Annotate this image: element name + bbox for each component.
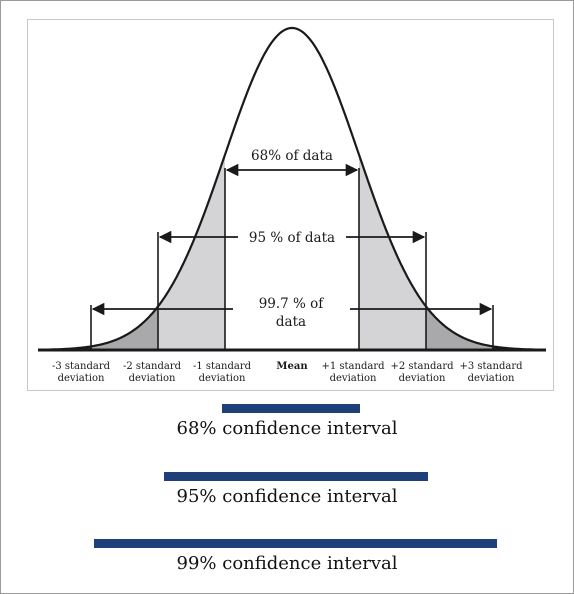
axis-label-minus3-line1: -3 standard: [52, 361, 111, 372]
axis-label-minus1-line1: -1 standard: [193, 361, 252, 372]
bell-curve: [37, 26, 547, 351]
axis-label-plus2-line1: +2 standard: [390, 361, 454, 372]
ci-bar-95: [164, 472, 428, 481]
axis-label-mean: Mean: [276, 361, 308, 372]
two-sd-left-region: [91, 306, 158, 350]
axis-label-minus2-line1: -2 standard: [123, 361, 182, 372]
axis-label-plus3-line1: +3 standard: [459, 361, 523, 372]
ci-label-95: 95% confidence interval: [176, 486, 398, 507]
label-99-7-percent-line2: data: [276, 314, 306, 330]
label-99-7-percent-line1: 99.7 % of: [259, 296, 325, 312]
label-95-percent: 95 % of data: [249, 230, 335, 246]
axis-label-plus2-line2: deviation: [399, 373, 446, 384]
label-68-percent: 68% of data: [251, 148, 333, 164]
normal-distribution-diagram: 68% of data 95 % of data 99.7 % of data …: [27, 19, 554, 391]
bell-curve-svg: 68% of data 95 % of data 99.7 % of data …: [37, 26, 547, 384]
axis-label-minus2-line2: deviation: [129, 373, 176, 384]
axis-label-plus3-line2: deviation: [468, 373, 515, 384]
axis-label-minus1-line2: deviation: [199, 373, 246, 384]
ci-bar-99: [94, 539, 497, 548]
ci-bar-68: [222, 404, 360, 413]
axis-label-minus3-line2: deviation: [58, 373, 105, 384]
axis-label-plus1-line2: deviation: [330, 373, 377, 384]
axis-labels: -3 standard deviation -2 standard deviat…: [52, 361, 523, 384]
axis-label-plus1-line1: +1 standard: [321, 361, 385, 372]
ci-label-99: 99% confidence interval: [176, 553, 398, 574]
two-sd-right-region: [426, 306, 493, 350]
ci-label-68: 68% confidence interval: [176, 418, 398, 439]
